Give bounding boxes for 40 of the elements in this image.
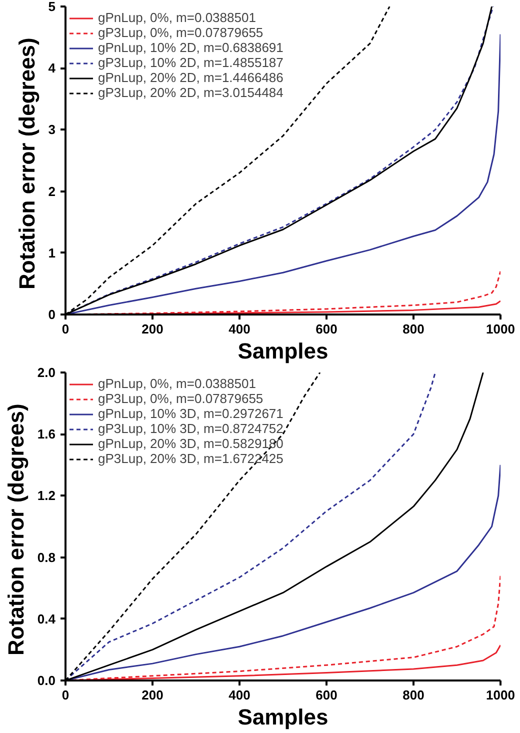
y-tick-label: 1 [48, 245, 56, 260]
x-tick-label: 400 [228, 688, 250, 702]
x-tick-label: 1000 [486, 688, 515, 702]
y-tick-label: 0.0 [37, 673, 56, 688]
legend-label: gP3Lup, 10% 2D, m=1.4855187 [98, 55, 284, 70]
x-axis-title: Samples [238, 704, 328, 730]
y-axis-title: Rotation error (degrees) [3, 404, 28, 656]
legend-label: gP3Lup, 0%, m=0.07879655 [98, 25, 264, 40]
x-tick-label: 200 [142, 322, 164, 336]
x-tick-label: 600 [316, 688, 338, 702]
y-tick-label: 1.2 [37, 488, 56, 504]
x-tick-label: 0 [62, 688, 70, 702]
x-tick-label: 200 [142, 688, 164, 702]
legend-label: gPnLup, 0%, m=0.0388501 [98, 376, 256, 391]
y-tick-label: 3 [48, 122, 56, 138]
legend-label: gPnLup, 0%, m=0.0388501 [98, 10, 256, 25]
y-tick-label: 0.8 [37, 550, 56, 565]
legend-label: gP3Lup, 20% 3D, m=1.6722425 [98, 451, 284, 466]
y-tick-label: 5 [48, 0, 56, 14]
y-tick-label: 4 [48, 60, 56, 76]
x-tick-label: 0 [62, 322, 70, 336]
y-tick-label: 2.0 [37, 365, 56, 380]
x-axis-title: Samples [238, 338, 328, 364]
x-tick-label: 800 [402, 688, 424, 702]
x-tick-label: 400 [228, 322, 250, 336]
y-axis-title: Rotation error (degrees) [14, 38, 40, 290]
legend-label: gP3Lup, 0%, m=0.07879655 [98, 391, 264, 406]
legend-label: gPnLup, 10% 2D, m=0.6838691 [98, 40, 284, 55]
legend-label: gP3Lup, 10% 3D, m=0.8724752 [98, 421, 284, 436]
y-tick-label: 1.6 [37, 426, 56, 442]
legend-label: gP3Lup, 20% 2D, m=3.0154484 [98, 85, 284, 100]
y-tick-label: 0.4 [37, 611, 56, 626]
y-tick-label: 2 [48, 184, 56, 199]
x-tick-label: 1000 [486, 322, 515, 336]
x-tick-label: 800 [402, 322, 424, 336]
x-tick-label: 600 [316, 322, 338, 336]
legend-label: gPnLup, 20% 2D, m=1.4466486 [98, 70, 284, 85]
legend-label: gPnLup, 20% 3D, m=0.5829180 [98, 436, 284, 451]
legend-label: gPnLup, 10% 3D, m=0.2972671 [98, 406, 284, 421]
y-tick-label: 0 [48, 307, 56, 322]
